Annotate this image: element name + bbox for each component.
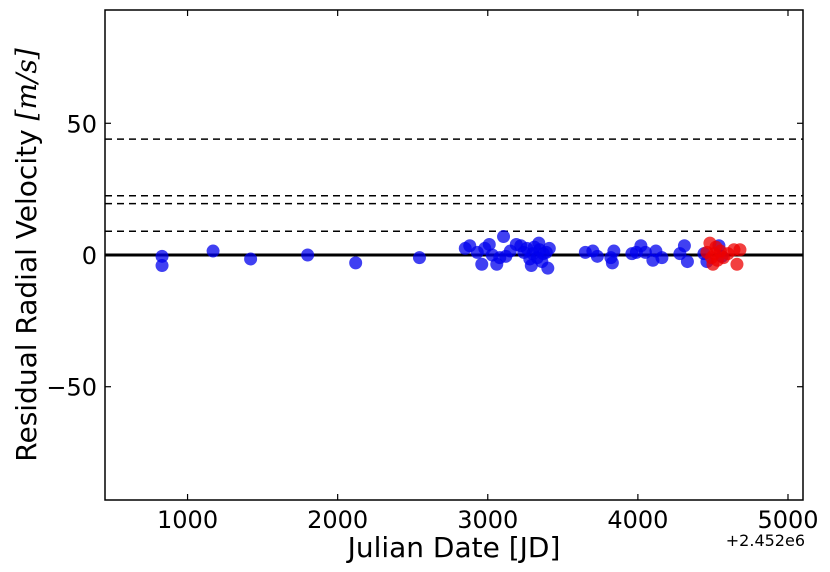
x-offset-label: +2.452e6 [726,531,805,550]
y-tick-label: 50 [66,110,97,138]
chart-axes: 1000 2000 3000 4000 5000 −50 0 50 +2.452e6 Julian… [10,9,819,564]
data-point [155,259,169,273]
data-point [301,248,315,262]
data-point [655,251,669,265]
y-tick-label: −50 [46,374,97,402]
data-point [677,239,691,253]
x-tick-label: 2000 [307,506,368,534]
data-point [590,249,604,263]
data-point [349,256,363,270]
x-axis-label: Julian Date [JD] [346,531,561,564]
data-point [541,261,555,275]
data-point [475,257,489,271]
data-point [482,237,496,251]
chart-marks [105,138,803,275]
x-tick-label: 3000 [457,506,518,534]
x-tick-label: 5000 [757,506,818,534]
y-axis-unit: [m/s] [10,48,43,120]
y-axis-label-text: Residual Radial Velocity [10,120,43,461]
data-point [733,243,747,257]
data-point [497,230,511,244]
data-point [244,252,258,266]
data-point [542,241,556,255]
data-point [412,251,426,265]
data-point [206,244,220,258]
data-point [607,244,621,258]
data-point [605,256,619,270]
y-tick-label: 0 [82,242,97,270]
data-point [730,257,744,271]
y-axis-label: Residual Radial Velocity [m/s] [10,48,43,462]
x-tick-label: 1000 [157,506,218,534]
data-point [155,249,169,263]
data-point [680,255,694,269]
x-tick-label: 4000 [607,506,668,534]
